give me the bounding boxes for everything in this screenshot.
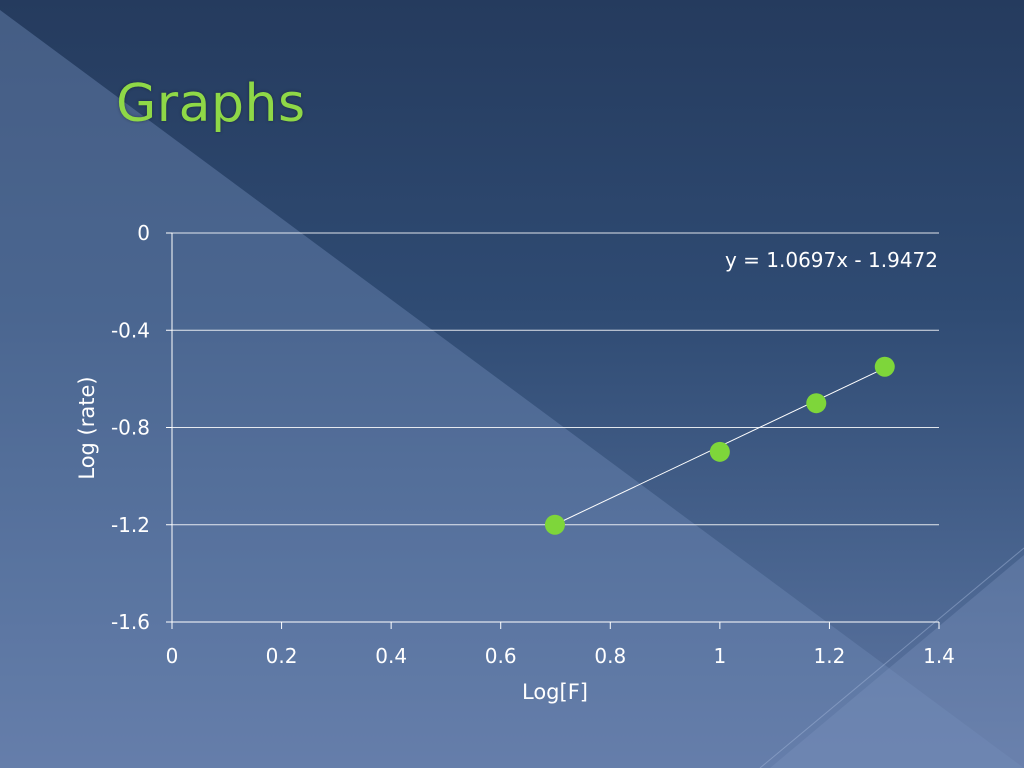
data-point xyxy=(544,514,565,535)
y-axis-title: Log (rate) xyxy=(75,376,99,479)
y-tick-label: -1.2 xyxy=(111,513,150,537)
data-points xyxy=(544,356,895,535)
y-tick-label: -1.6 xyxy=(111,610,150,634)
x-tick-label: 0.6 xyxy=(485,644,517,668)
x-tick-label: 1 xyxy=(713,644,726,668)
trendline-equation: y = 1.0697x - 1.9472 xyxy=(725,248,938,272)
y-tick-label: -0.4 xyxy=(111,318,150,342)
data-point xyxy=(709,441,730,462)
axes xyxy=(166,232,940,629)
background-diagonal-panel xyxy=(0,10,1024,768)
gridlines xyxy=(172,232,939,526)
slide-title: Graphs xyxy=(116,74,306,134)
background-corner-panel xyxy=(770,555,1024,768)
x-tick-label: 0 xyxy=(166,644,179,668)
y-tick-labels: 0 -0.4 -0.8 -1.2 -1.6 xyxy=(111,221,150,634)
x-tick-label: 0.8 xyxy=(594,644,626,668)
x-tick-label: 1.4 xyxy=(923,644,955,668)
data-point xyxy=(806,393,827,414)
x-tick-label: 1.2 xyxy=(814,644,846,668)
x-axis-title: Log[F] xyxy=(522,680,588,704)
x-tick-label: 0.2 xyxy=(266,644,298,668)
x-tick-label: 0.4 xyxy=(375,644,407,668)
data-point xyxy=(874,356,895,377)
y-tick-label: -0.8 xyxy=(111,416,150,440)
y-tick-label: 0 xyxy=(137,221,150,245)
background-accent-line xyxy=(759,547,1024,768)
x-tick-labels: 0 0.2 0.4 0.6 0.8 1 1.2 1.4 xyxy=(166,644,955,668)
